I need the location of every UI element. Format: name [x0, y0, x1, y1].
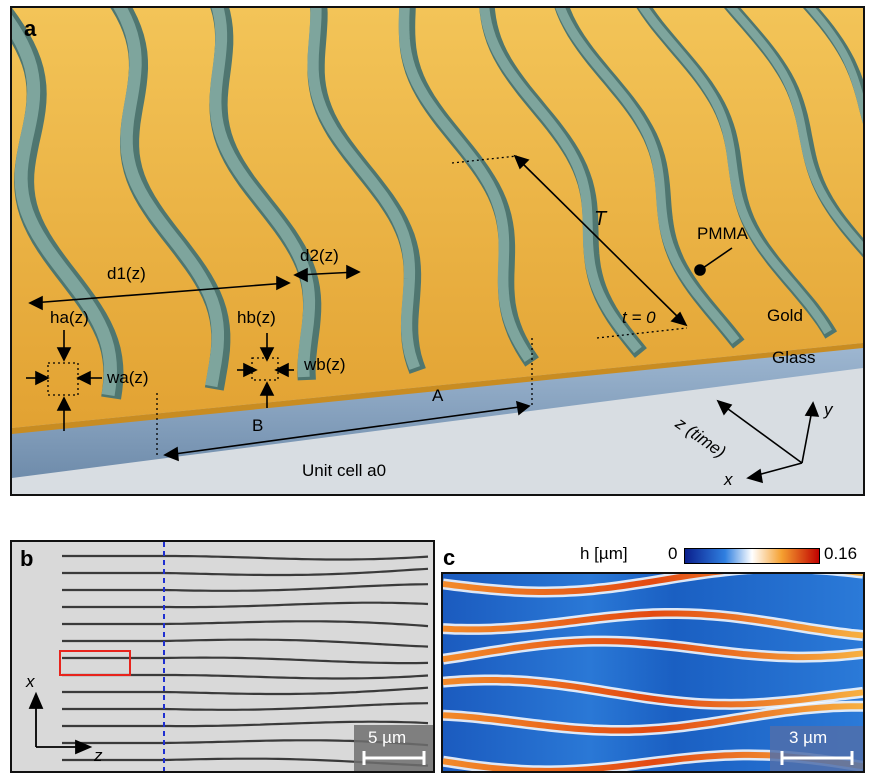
waveguide-line: [62, 620, 429, 628]
pmma-waveguides: [12, 8, 863, 400]
x-axis-label: x: [26, 672, 35, 691]
waveguide-top: [307, 8, 420, 370]
ridge-core: [443, 574, 863, 595]
gold-edge: [12, 343, 863, 434]
axes-arrows: [28, 691, 93, 755]
A-label: A: [432, 386, 444, 405]
waveguide-top: [638, 8, 832, 335]
wb-label: wb(z): [304, 355, 346, 374]
hb-label: hb(z): [237, 308, 276, 327]
colorbar-min: 0: [668, 544, 678, 563]
waveguide-top: [209, 8, 316, 378]
t0-label: t = 0: [622, 308, 656, 327]
dotted-guides: [47, 155, 688, 458]
d2-label: d2(z): [300, 246, 339, 265]
waveguide-line: [62, 638, 429, 648]
panel-c-afm-map: 3 µm: [441, 572, 865, 773]
scalebar: [362, 751, 426, 765]
waveguide-top: [398, 8, 534, 362]
pmma-label: PMMA: [697, 224, 748, 243]
waveguide-line: [62, 702, 429, 711]
panel-b-label: b: [20, 546, 34, 571]
waveguide-line: [62, 656, 429, 665]
glass-label: Glass: [772, 348, 816, 367]
scalebar: [780, 751, 854, 765]
panel-b-micrograph: b x z 5 µm: [10, 540, 435, 773]
unit-cell-label: Unit cell a0: [302, 461, 387, 480]
panel-a-label: a: [24, 16, 37, 41]
x-axis-label: x: [724, 470, 733, 489]
z-axis-label: z: [94, 746, 103, 765]
waveguide-line: [62, 686, 429, 696]
y-axis-label: y: [824, 400, 833, 419]
waveguide-top: [113, 8, 224, 388]
B-label: B: [252, 416, 264, 435]
waveguide-line: [62, 567, 429, 577]
wa-label: wa(z): [107, 368, 149, 387]
gold-label: Gold: [767, 306, 803, 325]
waveguide-top: [726, 8, 863, 255]
ridge-core: [443, 610, 863, 639]
annotation-arrows: [26, 154, 820, 484]
T-label: T: [594, 208, 607, 230]
highlight-box: [59, 650, 131, 676]
schematic-drawing: [12, 8, 863, 484]
scalebar-box: [770, 726, 863, 771]
ridge-core: [443, 703, 863, 734]
d1-label: d1(z): [107, 264, 146, 283]
waveguide-top: [12, 14, 118, 396]
scalebar-label: 5 µm: [368, 728, 407, 747]
waveguide-line: [62, 720, 429, 728]
colorbar-title: h [µm]: [580, 544, 628, 563]
glass-layer: [12, 343, 863, 478]
colorbar-max: 0.16: [824, 544, 858, 563]
waveguide-top: [479, 8, 642, 354]
waveguide-line: [62, 583, 429, 592]
panel-c-label: c: [443, 545, 456, 570]
waveguide-line: [62, 673, 429, 680]
ha-label: ha(z): [50, 308, 89, 327]
scalebar-box: [354, 725, 433, 771]
waveguide-line: [62, 601, 429, 609]
waveguide-line: [62, 554, 429, 561]
scalebar-label: 3 µm: [789, 728, 828, 747]
colorbar: [684, 548, 820, 564]
ridge-core: [443, 638, 863, 663]
waveguide-top: [555, 8, 740, 344]
panel-a-3d-schematic: a d1(z) d2(z) ha(z) hb(z) wa(z) wb(z) A …: [10, 6, 865, 496]
ridges: [443, 574, 863, 771]
waveguide-top: [805, 8, 863, 124]
ridge-core: [443, 677, 863, 708]
